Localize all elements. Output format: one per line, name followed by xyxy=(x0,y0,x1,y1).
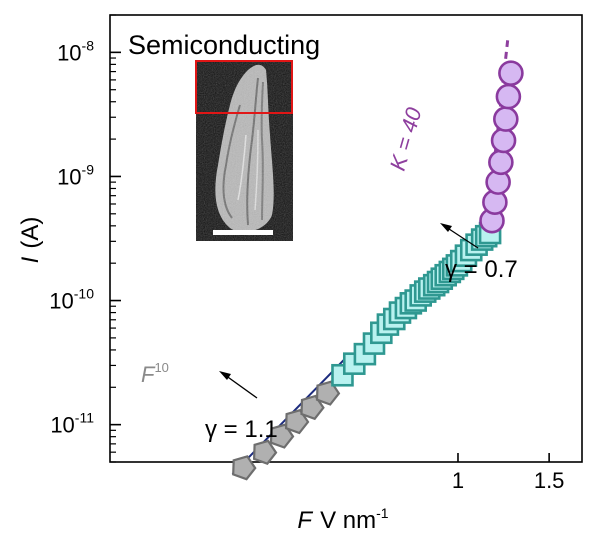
x-axis-ticks: 1 1.5 xyxy=(452,453,565,493)
point-circle-6 xyxy=(495,83,522,110)
point-pentagon-4 xyxy=(300,394,325,421)
point-circle-3 xyxy=(488,149,514,176)
y-axis-title: I(A) xyxy=(17,217,44,264)
plot-frame xyxy=(109,14,583,463)
x-tick-label-0: 1 xyxy=(452,468,464,493)
point-pentagon-2 xyxy=(269,423,295,449)
point-circle-4 xyxy=(490,127,517,154)
gamma-high-label: γ = 0.7 xyxy=(445,256,518,283)
y-tick-label-3: 10-8 xyxy=(57,37,94,65)
x-tick-label-1: 1.5 xyxy=(534,468,565,493)
inset-highlight-box xyxy=(195,60,293,114)
y-axis-ticks: 10-11 10-10 10-9 10-8 xyxy=(49,14,121,463)
sem-inset-image xyxy=(195,60,293,241)
chart-title: Semiconducting xyxy=(128,30,320,60)
y-tick-label-1: 10-10 xyxy=(49,286,94,314)
scale-bar xyxy=(213,230,273,235)
f10-label: F10 xyxy=(141,360,169,387)
annotation-arrow-gamma-low xyxy=(224,374,258,399)
point-pentagon-3 xyxy=(284,408,310,435)
y-tick-label-0: 10-11 xyxy=(50,410,94,438)
arrowhead-gamma-high xyxy=(440,223,452,232)
gamma-low-label: γ = 1.1 xyxy=(205,416,278,443)
k-label: K = 40 xyxy=(385,104,427,173)
annotation-arrow-gamma-high xyxy=(445,226,479,249)
point-pentagon-0 xyxy=(232,455,257,481)
point-pentagon-5 xyxy=(315,380,341,406)
arrowhead-gamma-low xyxy=(219,371,231,380)
point-circle-7 xyxy=(498,60,524,86)
point-pentagon-1 xyxy=(252,439,278,466)
point-circle-5 xyxy=(493,106,519,132)
data-markers xyxy=(232,60,524,481)
y-tick-label-2: 10-9 xyxy=(57,161,94,189)
